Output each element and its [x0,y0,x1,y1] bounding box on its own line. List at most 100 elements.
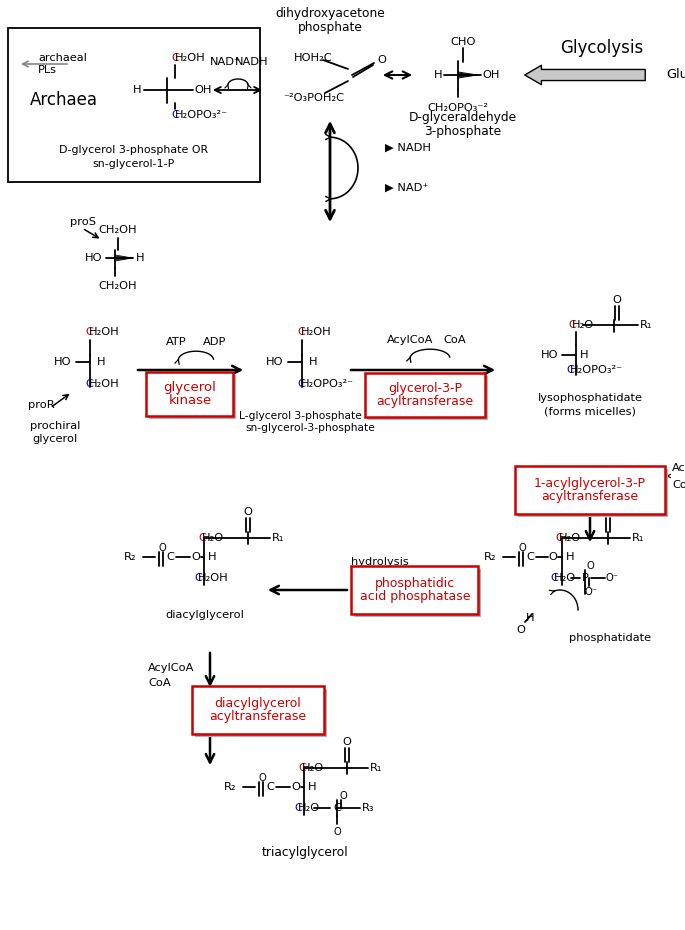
Text: ▶ NAD⁺: ▶ NAD⁺ [385,183,429,193]
Bar [8,28,260,182]
FancyBboxPatch shape [518,469,668,517]
Text: O: O [612,295,621,305]
Text: O: O [192,552,201,562]
FancyBboxPatch shape [515,466,665,514]
FancyBboxPatch shape [192,686,324,734]
Text: O: O [244,507,253,517]
Text: R₃: R₃ [362,803,374,813]
Text: O: O [158,543,166,553]
Text: sn-glycerol-3-phosphate: sn-glycerol-3-phosphate [245,423,375,433]
Text: sn-glycerol-1-P: sn-glycerol-1-P [93,159,175,169]
Text: CH₂OH: CH₂OH [99,225,137,235]
Text: H₂O: H₂O [559,533,582,543]
Text: D-glyceraldehyde: D-glyceraldehyde [409,112,517,125]
FancyBboxPatch shape [351,566,479,614]
Text: H₂O: H₂O [202,533,225,543]
Text: phosphatidate: phosphatidate [569,633,651,643]
Text: H: H [580,350,588,360]
Text: O: O [342,737,351,747]
Text: phosphate: phosphate [297,20,362,33]
Text: triacylglycerol: triacylglycerol [262,845,348,858]
Text: H: H [133,85,141,95]
Text: ATP: ATP [166,337,186,347]
Text: R₁: R₁ [632,533,644,543]
Text: P: P [582,573,588,583]
Text: H₂OH: H₂OH [89,379,120,389]
Text: R₂: R₂ [484,552,496,562]
Text: H₂OPO₃²⁻: H₂OPO₃²⁻ [571,365,623,375]
Text: O: O [516,625,525,635]
Text: O: O [518,543,526,553]
Text: acyltransferase: acyltransferase [377,395,473,408]
Text: H₂O: H₂O [302,763,325,773]
Text: AcylCoA: AcylCoA [387,335,433,345]
FancyBboxPatch shape [365,373,485,417]
Text: hydrolysis: hydrolysis [351,557,409,567]
Text: C: C [266,782,274,792]
Text: C: C [194,573,202,583]
Text: C: C [171,110,179,120]
Text: C: C [333,803,341,813]
Text: C: C [297,327,305,337]
Text: diacylglycerol: diacylglycerol [214,697,301,710]
Text: H₂O: H₂O [554,573,576,583]
Text: O: O [549,552,558,562]
Text: H₂OH: H₂OH [198,573,229,583]
Text: C: C [568,320,576,330]
Text: PLs: PLs [38,65,57,75]
Text: HOH₂C: HOH₂C [294,53,333,63]
Text: OH: OH [482,70,500,80]
Text: HO: HO [54,357,72,367]
Text: O: O [603,507,612,517]
Text: acyltransferase: acyltransferase [210,710,307,723]
Text: R₂: R₂ [224,782,236,792]
Text: H₂O: H₂O [298,803,321,813]
Text: CoA: CoA [148,678,171,688]
Text: acid phosphatase: acid phosphatase [360,590,470,603]
Text: H: H [97,357,105,367]
Text: CoA: CoA [444,335,466,345]
Text: C: C [294,803,302,813]
Text: L-glycerol 3-phosphate OR: L-glycerol 3-phosphate OR [239,411,381,421]
Text: C: C [555,533,563,543]
Text: O: O [333,827,341,837]
FancyArrowPatch shape [525,65,645,85]
Text: Glycolysis: Glycolysis [560,39,643,57]
Text: (forms micelles): (forms micelles) [544,406,636,416]
Text: H₂OH: H₂OH [175,53,206,63]
Text: 1-acylglycerol-3-P: 1-acylglycerol-3-P [534,477,646,490]
Text: Glucose: Glucose [666,69,685,82]
Text: Archaea: Archaea [30,91,98,109]
Text: HO: HO [85,253,103,263]
Text: C: C [526,552,534,562]
Text: O: O [258,773,266,783]
Text: H: H [566,552,574,562]
Text: kinase: kinase [169,394,212,407]
Text: CH₂OH: CH₂OH [99,281,137,291]
Text: O: O [339,791,347,801]
FancyBboxPatch shape [147,372,234,416]
Text: CHO: CHO [450,37,475,47]
Text: proS: proS [70,217,96,227]
Text: H₂OH: H₂OH [89,327,120,337]
Text: ▶ NADH: ▶ NADH [385,143,431,153]
Text: C: C [166,552,174,562]
Text: O⁻: O⁻ [606,573,619,583]
Text: OH: OH [195,85,212,95]
Text: glycerol-3-P: glycerol-3-P [388,382,462,395]
Text: H: H [208,552,216,562]
Text: CH₂OPO₃⁻²: CH₂OPO₃⁻² [427,103,488,113]
Text: H₂OPO₃²⁻: H₂OPO₃²⁻ [175,110,228,120]
Text: H: H [434,70,443,80]
Text: O⁻: O⁻ [584,587,597,597]
Text: H₂OH: H₂OH [301,327,332,337]
Text: AcylCoA: AcylCoA [148,663,195,673]
Text: glycerol: glycerol [32,434,77,444]
Text: lysophosphatidate: lysophosphatidate [538,393,643,403]
Text: R₂: R₂ [124,552,136,562]
Text: O: O [377,55,386,65]
Text: H: H [309,357,317,367]
FancyBboxPatch shape [368,376,488,420]
Text: HO: HO [266,357,284,367]
Text: C: C [85,327,93,337]
